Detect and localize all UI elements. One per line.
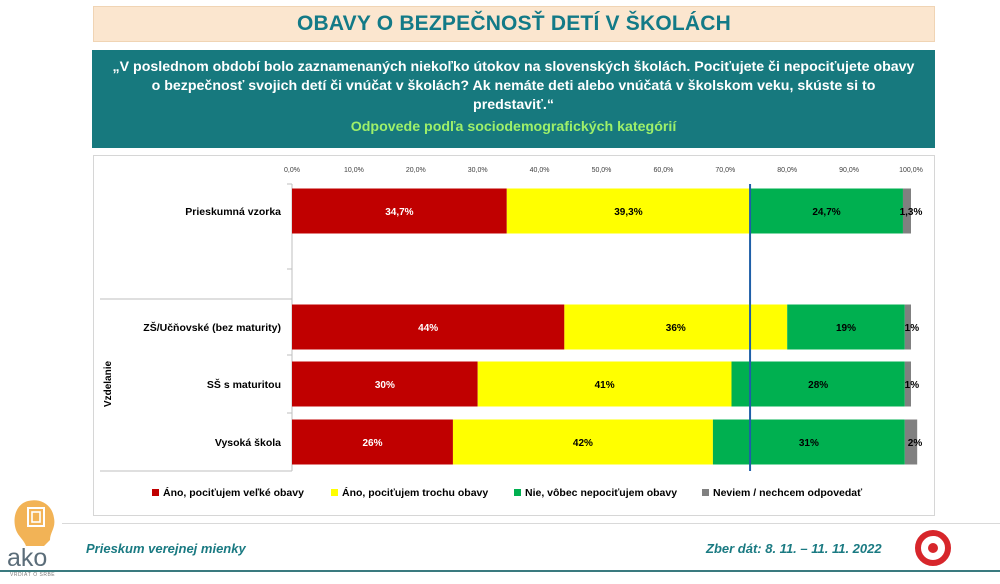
bar-segment bbox=[904, 304, 911, 350]
bar-segment bbox=[452, 419, 713, 465]
x-tick-label: 90,0% bbox=[839, 167, 859, 174]
ako-logo-tagline: VRDIAŤ O SRBE bbox=[10, 570, 55, 578]
ako-logo-text: ako bbox=[7, 544, 47, 572]
x-tick-label: 20,0% bbox=[406, 167, 426, 174]
legend-swatch bbox=[152, 489, 159, 496]
question-banner: „V poslednom období bolo zaznamenaných n… bbox=[92, 50, 935, 148]
chart-frame: 0,0% 10,0% 20,0% 30,0% 40,0% 50,0% 60,0% 70,0% 8… bbox=[93, 155, 935, 516]
x-tick-label: 40,0% bbox=[530, 167, 550, 174]
data-label: 30% bbox=[375, 380, 395, 391]
group-label-education: Vzdelanie bbox=[103, 361, 114, 408]
category-label: ZŠ/Učňovské (bez maturity) bbox=[143, 321, 281, 334]
data-label: 36% bbox=[666, 323, 686, 334]
bar-segment bbox=[506, 188, 751, 234]
legend-label: Neviem / nechcem odpovedať bbox=[713, 487, 863, 499]
question-subtitle: Odpovede podľa sociodemografických kateg… bbox=[350, 119, 677, 135]
data-label: 34,7% bbox=[385, 207, 413, 218]
bar-segment bbox=[731, 361, 905, 407]
category-label: Prieskumná vzorka bbox=[185, 206, 281, 218]
bar-segment bbox=[750, 188, 903, 234]
bar-segment bbox=[904, 419, 918, 465]
data-label: 41% bbox=[595, 380, 615, 391]
swirl-logo-icon bbox=[915, 530, 951, 566]
x-tick-label: 100,0% bbox=[899, 167, 923, 174]
data-label: 26% bbox=[362, 438, 382, 449]
data-label: 42% bbox=[573, 438, 593, 449]
footer-divider bbox=[62, 523, 1000, 524]
data-label: 28% bbox=[808, 380, 828, 391]
title-banner: OBAVY O BEZPEČNOSŤ DETÍ V ŠKOLÁCH bbox=[93, 6, 935, 42]
bar-segment bbox=[904, 361, 911, 407]
x-tick-label: 80,0% bbox=[777, 167, 797, 174]
bar-segment bbox=[292, 188, 507, 234]
ako-maze-icon bbox=[27, 507, 45, 527]
legend-swatch bbox=[702, 489, 709, 496]
legend-swatch bbox=[514, 489, 521, 496]
data-label: 1,3% bbox=[900, 207, 923, 218]
bar-segment bbox=[787, 304, 905, 350]
legend-label: Áno, pociťujem trochu obavy bbox=[342, 486, 488, 499]
ako-logo: ako VRDIAŤ O SRBE bbox=[7, 500, 55, 578]
x-tick-label: 60,0% bbox=[653, 167, 673, 174]
x-tick-label: 70,0% bbox=[715, 167, 735, 174]
legend-label: Áno, pociťujem veľké obavy bbox=[163, 486, 304, 499]
data-label: 19% bbox=[836, 323, 856, 334]
bar-segment bbox=[292, 361, 478, 407]
bar-segment bbox=[477, 361, 732, 407]
legend-label: Nie, vôbec nepociťujem obavy bbox=[525, 487, 677, 499]
bar-segment bbox=[902, 188, 911, 234]
bar-segment bbox=[712, 419, 905, 465]
stacked-bar-chart: 0,0% 10,0% 20,0% 30,0% 40,0% 50,0% 60,0% 70,0% 8… bbox=[100, 167, 923, 499]
question-text: „V poslednom období bolo zaznamenaných n… bbox=[112, 59, 915, 113]
footer-survey-label: Prieskum verejnej mienky bbox=[86, 541, 246, 556]
x-tick-label: 30,0% bbox=[468, 167, 488, 174]
page-title: OBAVY O BEZPEČNOSŤ DETÍ V ŠKOLÁCH bbox=[296, 12, 732, 35]
data-label: 24,7% bbox=[812, 207, 840, 218]
footer-bottom-rule bbox=[0, 570, 1000, 572]
data-label: 1% bbox=[905, 323, 920, 334]
legend-swatch bbox=[331, 489, 338, 496]
data-label: 2% bbox=[908, 438, 923, 449]
bar-segment bbox=[292, 419, 453, 465]
bar-segment bbox=[292, 304, 565, 350]
data-label: 1% bbox=[905, 380, 920, 391]
footer-date-range: Zber dát: 8. 11. – 11. 11. 2022 bbox=[706, 541, 882, 556]
category-label: Vysoká škola bbox=[215, 437, 281, 449]
x-tick-label: 10,0% bbox=[344, 167, 364, 174]
x-tick-label: 50,0% bbox=[592, 167, 612, 174]
category-label: SŠ s maturitou bbox=[207, 378, 281, 391]
data-label: 44% bbox=[418, 323, 438, 334]
data-label: 31% bbox=[799, 438, 819, 449]
data-label: 39,3% bbox=[614, 207, 642, 218]
x-tick-label: 0,0% bbox=[284, 167, 300, 174]
